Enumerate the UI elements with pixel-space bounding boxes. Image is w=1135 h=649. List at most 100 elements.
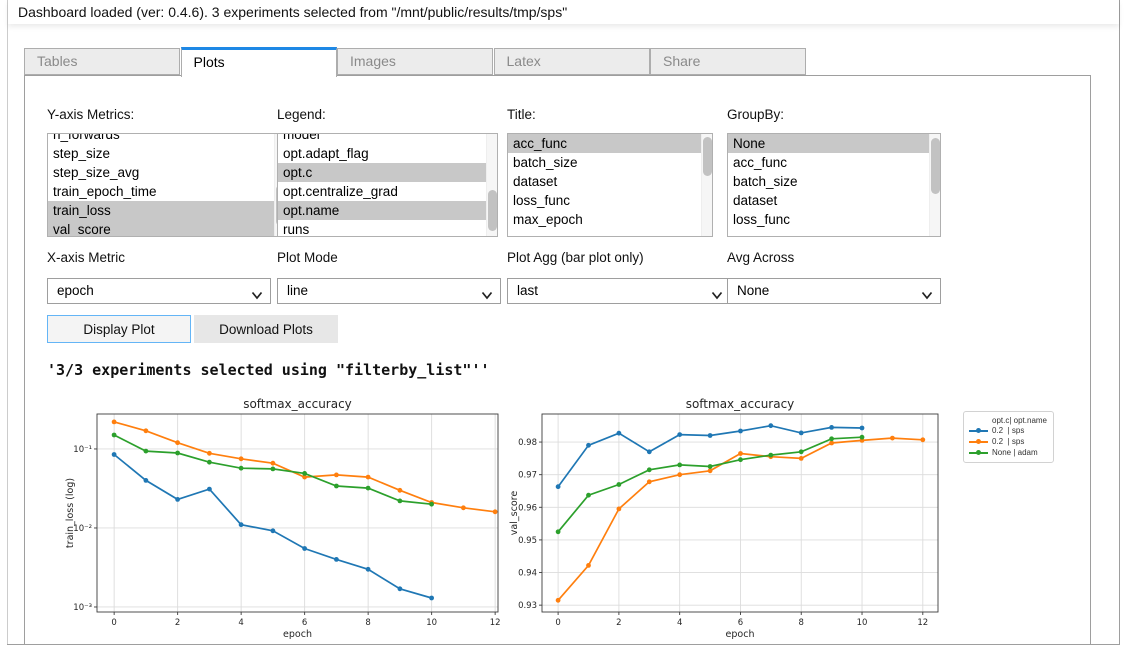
status-text: Dashboard loaded (ver: 0.4.6). 3 experim… xyxy=(18,4,568,20)
option-step-size[interactable]: step_size xyxy=(53,146,111,161)
chevron-down-icon xyxy=(921,287,933,305)
output-right-border xyxy=(1119,0,1120,645)
plots-tab-panel: Display Plot Download Plots '3/3 experim… xyxy=(24,75,1091,644)
option-n-forwards[interactable]: n_forwards xyxy=(53,133,120,142)
legend-entry: None | adam xyxy=(969,448,1047,458)
svg-text:6: 6 xyxy=(302,618,307,628)
option-dataset[interactable]: dataset xyxy=(513,174,558,189)
option-loss-func[interactable]: loss_func xyxy=(513,193,571,208)
dropdown-avg-across[interactable]: None xyxy=(727,278,941,304)
select-legend[interactable]: model opt.adapt_flag opt.c opt.centralize_g… xyxy=(277,133,498,237)
scrollbar-thumb[interactable] xyxy=(488,190,497,231)
label-plot-agg-bar-plot-only: Plot Agg (bar plot only) xyxy=(507,250,644,265)
option-dataset[interactable]: dataset xyxy=(733,193,778,208)
status-bar: Dashboard loaded (ver: 0.4.6). 3 experim… xyxy=(8,0,1119,24)
dropdown-plot-mode[interactable]: line xyxy=(277,278,501,304)
scrollbar[interactable] xyxy=(486,134,497,236)
selection-message: '3/3 experiments selected using "filterb… xyxy=(47,361,490,379)
svg-text:softmax_accuracy: softmax_accuracy xyxy=(686,397,795,411)
svg-text:10⁻³: 10⁻³ xyxy=(73,603,92,613)
option-batch-size[interactable]: batch_size xyxy=(733,174,798,189)
svg-text:6: 6 xyxy=(738,618,743,628)
chevron-down-icon xyxy=(711,287,723,305)
svg-text:8: 8 xyxy=(365,618,370,628)
val-score-figure: 0 2 4 6 8 10 12 0.93 0.94 0.95 0.96 0.97 0.98 softmax… xyxy=(509,397,939,640)
dropdown-plot-agg-bar-plot-only[interactable]: last xyxy=(507,278,731,304)
label-avg-across: Avg Across xyxy=(727,250,795,265)
svg-text:4: 4 xyxy=(238,618,243,628)
legend-line-marker-icon xyxy=(969,450,988,455)
svg-text:10: 10 xyxy=(857,618,868,628)
output-bottom-border xyxy=(7,644,1120,645)
svg-text:10⁻²: 10⁻² xyxy=(73,524,92,534)
svg-text:4: 4 xyxy=(677,618,682,628)
svg-text:0: 0 xyxy=(555,618,560,628)
legend-entry-label: None | adam xyxy=(992,448,1038,457)
svg-text:0.95: 0.95 xyxy=(518,536,537,546)
svg-text:0.94: 0.94 xyxy=(518,569,537,579)
svg-text:val_score: val_score xyxy=(509,491,520,536)
svg-text:0: 0 xyxy=(111,618,116,628)
dropdown-value: last xyxy=(517,283,539,298)
label-plot-mode: Plot Mode xyxy=(277,250,338,265)
download-plots-button[interactable]: Download Plots xyxy=(194,315,338,343)
dropdown-value: line xyxy=(287,283,309,298)
legend-line-marker-icon xyxy=(969,428,988,433)
tab-share[interactable]: Share xyxy=(650,48,806,75)
legend-entry-label: opt.c| opt.name 0.2 | sps xyxy=(992,416,1047,435)
option-acc-func[interactable]: acc_func xyxy=(508,134,701,153)
svg-text:0.98: 0.98 xyxy=(518,438,537,448)
option-opt-name[interactable]: opt.name xyxy=(278,201,486,220)
option-loss-func[interactable]: loss_func xyxy=(733,212,791,227)
select-y-axis-metrics[interactable]: n_forwards step_size step_size_avg train_ep… xyxy=(47,133,286,237)
svg-text:12: 12 xyxy=(917,618,928,628)
option-acc-func[interactable]: acc_func xyxy=(733,155,788,170)
svg-text:train_loss (log): train_loss (log) xyxy=(65,478,76,548)
tab-images[interactable]: Images xyxy=(337,48,493,75)
option-opt-centralize-grad[interactable]: opt.centralize_grad xyxy=(283,184,398,199)
option-model[interactable]: model xyxy=(283,133,320,142)
scrollbar[interactable] xyxy=(701,134,712,236)
legend-entry-label: 0.2 | sps xyxy=(992,437,1025,446)
scrollbar-thumb[interactable] xyxy=(931,138,940,195)
legend-entry: 0.2 | sps xyxy=(969,437,1047,447)
tab-tables[interactable]: Tables xyxy=(24,48,180,75)
svg-text:10⁻¹: 10⁻¹ xyxy=(73,445,92,455)
option-opt-adapt-flag[interactable]: opt.adapt_flag xyxy=(283,146,369,161)
option-none[interactable]: None xyxy=(728,134,929,153)
option-batch-size[interactable]: batch_size xyxy=(513,155,578,170)
label-x-axis-metric: X-axis Metric xyxy=(47,250,126,265)
label-title: Title: xyxy=(507,107,536,122)
train-loss-figure: 0 2 4 6 8 10 12 10⁻¹ 10⁻² 10⁻³ softmax_accuracyepo… xyxy=(65,397,501,640)
plot-legend: opt.c| opt.name 0.2 | sps 0.2 | sps None | … xyxy=(963,411,1054,463)
svg-text:2: 2 xyxy=(616,618,621,628)
svg-text:8: 8 xyxy=(799,618,804,628)
option-opt-c[interactable]: opt.c xyxy=(278,163,486,182)
display-plot-button[interactable]: Display Plot xyxy=(47,315,191,343)
svg-text:epoch: epoch xyxy=(726,629,755,640)
dropdown-x-axis-metric[interactable]: epoch xyxy=(47,278,271,304)
chevron-down-icon xyxy=(481,287,493,305)
legend-entry: opt.c| opt.name 0.2 | sps xyxy=(969,416,1047,436)
option-step-size-avg[interactable]: step_size_avg xyxy=(53,165,140,180)
option-val-score[interactable]: val_score xyxy=(48,220,274,236)
option-runs[interactable]: runs xyxy=(283,222,310,237)
option-max-epoch[interactable]: max_epoch xyxy=(513,212,583,227)
svg-text:0.93: 0.93 xyxy=(518,601,537,611)
option-train-loss[interactable]: train_loss xyxy=(48,201,274,220)
label-groupby: GroupBy: xyxy=(727,107,785,122)
tab-plots[interactable]: Plots xyxy=(180,47,337,77)
svg-text:12: 12 xyxy=(490,618,501,628)
label-y-axis-metrics: Y-axis Metrics: xyxy=(47,107,135,122)
svg-text:10: 10 xyxy=(426,618,437,628)
tab-latex[interactable]: Latex xyxy=(493,48,650,75)
option-train-epoch-time[interactable]: train_epoch_time xyxy=(53,184,157,199)
scrollbar-thumb[interactable] xyxy=(703,137,712,176)
scrollbar[interactable] xyxy=(929,134,940,236)
dropdown-value: epoch xyxy=(57,283,94,298)
svg-text:0.96: 0.96 xyxy=(518,503,537,513)
dropdown-value: None xyxy=(737,283,770,298)
